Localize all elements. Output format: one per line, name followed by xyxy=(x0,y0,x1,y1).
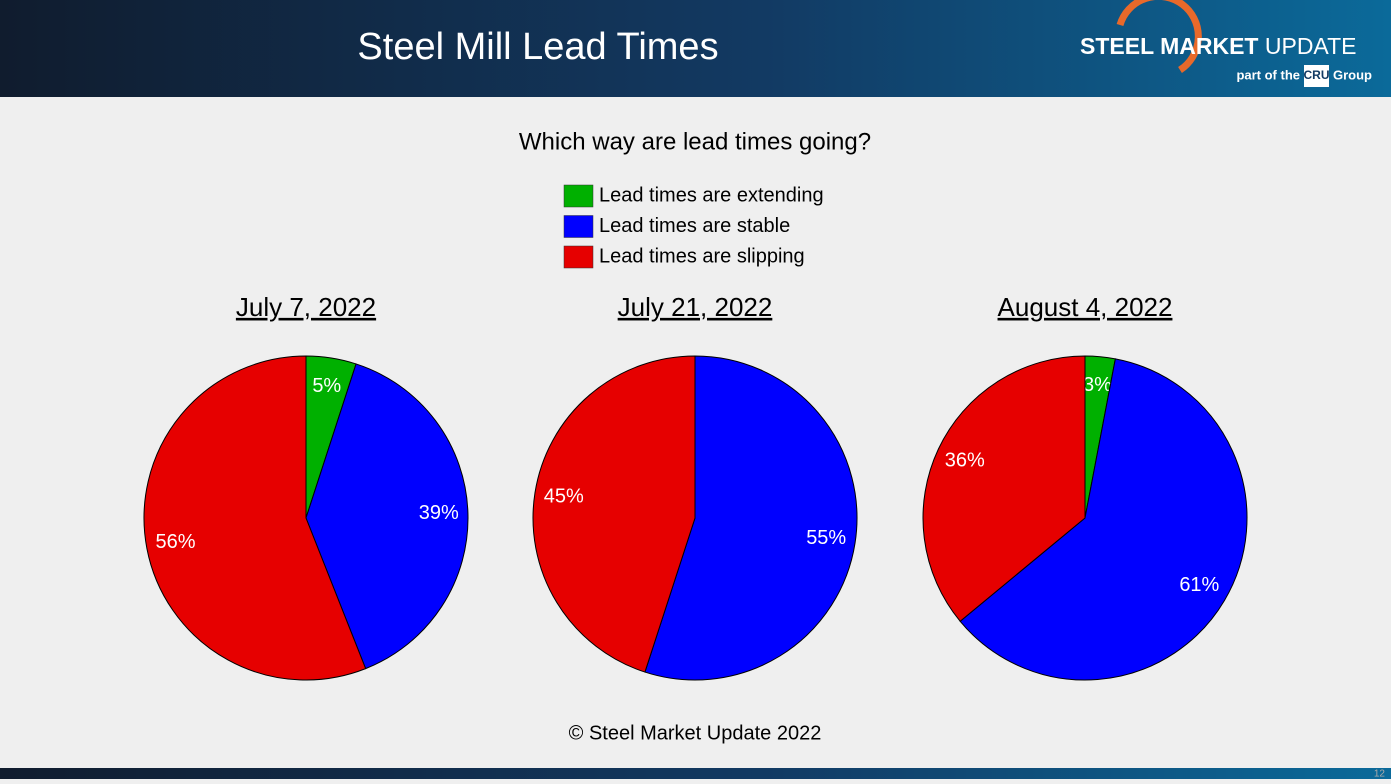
pie-slice xyxy=(532,355,696,673)
logo-tagline: part of the xyxy=(1236,67,1300,82)
pie-title: July 7, 2022 xyxy=(236,292,376,322)
data-label: 45% xyxy=(544,486,584,508)
pie-slice xyxy=(644,355,858,681)
data-label: 36% xyxy=(945,450,985,472)
legend-label: Lead times are stable xyxy=(599,215,790,237)
logo-tagline-end: Group xyxy=(1333,67,1372,82)
logo-swoosh xyxy=(1116,0,1202,73)
data-label: 55% xyxy=(806,527,846,549)
legend-label: Lead times are slipping xyxy=(599,245,805,267)
data-label: 39% xyxy=(419,502,459,524)
pie-slice xyxy=(305,363,469,670)
pie-title: July 21, 2022 xyxy=(618,292,773,322)
pie-slice xyxy=(959,358,1248,681)
legend-swatch xyxy=(563,184,594,208)
logo-name-bold: STEEL MARKET xyxy=(1080,33,1258,59)
logo-badge: CRU xyxy=(1304,68,1330,82)
slide-title: Steel Mill Lead Times xyxy=(357,26,718,68)
data-label: 56% xyxy=(155,531,195,553)
logo-badge-box xyxy=(1304,65,1329,87)
legend-label: Lead times are extending xyxy=(599,184,824,206)
pie-slice xyxy=(922,355,1086,622)
page-number: 12 xyxy=(1374,769,1386,779)
pie-title: August 4, 2022 xyxy=(998,292,1173,322)
pie-slice xyxy=(143,355,367,681)
data-label: 5% xyxy=(312,375,341,397)
logo-text: STEEL MARKET UPDATE xyxy=(1080,33,1356,59)
footer-bar xyxy=(0,768,1391,779)
header-bar xyxy=(0,0,1391,97)
footer: © Steel Market Update 2022 xyxy=(569,722,822,744)
question: Which way are lead times going? xyxy=(519,128,871,155)
legend-swatch xyxy=(563,215,594,238)
logo: STEEL MARKET UPDATE part of the CRU Grou… xyxy=(1080,0,1372,87)
legend-swatch xyxy=(563,245,594,269)
data-label: 61% xyxy=(1179,574,1219,596)
data-label: 3% xyxy=(1083,374,1112,396)
logo-name: UPDATE xyxy=(1265,33,1357,59)
